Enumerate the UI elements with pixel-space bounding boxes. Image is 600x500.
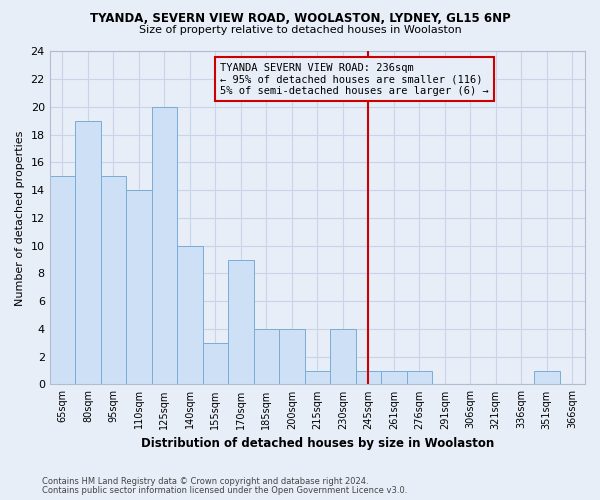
Bar — [50, 176, 75, 384]
Text: Contains public sector information licensed under the Open Government Licence v3: Contains public sector information licen… — [42, 486, 407, 495]
Bar — [330, 329, 356, 384]
Bar — [534, 370, 560, 384]
Text: TYANDA, SEVERN VIEW ROAD, WOOLASTON, LYDNEY, GL15 6NP: TYANDA, SEVERN VIEW ROAD, WOOLASTON, LYD… — [89, 12, 511, 26]
Bar — [356, 370, 381, 384]
Bar — [381, 370, 407, 384]
Bar — [126, 190, 152, 384]
Bar — [254, 329, 279, 384]
Y-axis label: Number of detached properties: Number of detached properties — [15, 130, 25, 306]
Text: Size of property relative to detached houses in Woolaston: Size of property relative to detached ho… — [139, 25, 461, 35]
Bar — [407, 370, 432, 384]
Bar — [101, 176, 126, 384]
Bar — [305, 370, 330, 384]
X-axis label: Distribution of detached houses by size in Woolaston: Distribution of detached houses by size … — [141, 437, 494, 450]
Text: TYANDA SEVERN VIEW ROAD: 236sqm
← 95% of detached houses are smaller (116)
5% of: TYANDA SEVERN VIEW ROAD: 236sqm ← 95% of… — [220, 62, 489, 96]
Bar — [177, 246, 203, 384]
Bar — [75, 121, 101, 384]
Bar — [279, 329, 305, 384]
Bar — [152, 107, 177, 384]
Bar — [203, 343, 228, 384]
Text: Contains HM Land Registry data © Crown copyright and database right 2024.: Contains HM Land Registry data © Crown c… — [42, 477, 368, 486]
Bar — [228, 260, 254, 384]
